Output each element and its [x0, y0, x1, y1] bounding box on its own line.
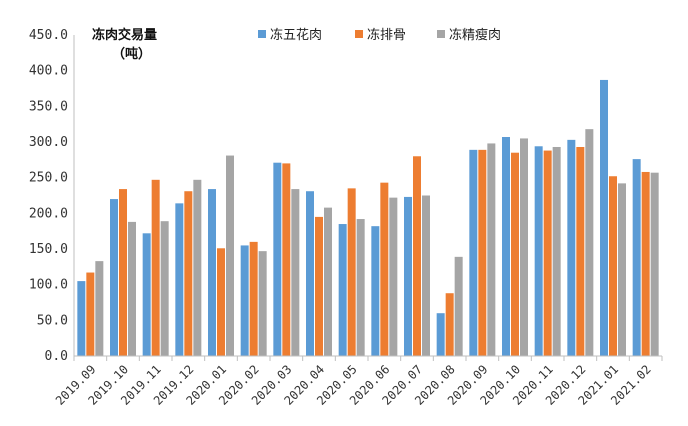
bar-3: [487, 143, 496, 356]
bar-3: [618, 183, 626, 356]
bar-1: [273, 162, 282, 356]
bar-1: [240, 245, 249, 356]
y-tick-label: 250.0: [29, 171, 68, 186]
bar-3: [520, 138, 528, 356]
bar-3: [585, 129, 594, 356]
y-tick-label: 200.0: [29, 206, 68, 221]
y-tick-label: 150.0: [29, 242, 68, 257]
bar-3: [422, 195, 430, 356]
bar-3: [650, 172, 659, 356]
bars: [77, 79, 659, 356]
bar-2: [282, 163, 291, 356]
bar-2: [609, 176, 617, 356]
bar-2: [445, 293, 454, 356]
bar-2: [641, 171, 650, 356]
y-axis-title-line1: 冻肉交易量: [92, 27, 157, 43]
y-axis-title-line2: （吨）: [112, 46, 151, 62]
bar-1: [175, 203, 184, 356]
bar-3: [95, 261, 104, 356]
y-axis-ticks: 0.0 50.0 100.0 150.0 200.0 250.0 300.0 350.0 400…: [29, 28, 68, 364]
y-tick-label: 0.0: [45, 349, 68, 364]
legend-label: 冻排骨: [367, 27, 406, 43]
y-tick-label: 300.0: [29, 135, 68, 150]
y-tick-label: 450.0: [29, 28, 68, 43]
bar-2: [249, 241, 258, 356]
bar-3: [193, 179, 202, 356]
bar-2: [478, 149, 487, 356]
bar-1: [306, 191, 314, 356]
legend-swatch: [258, 30, 266, 38]
bar-3: [454, 256, 463, 356]
legend-swatch: [437, 30, 445, 38]
legend-label: 冻五花肉: [270, 27, 322, 43]
bar-1: [567, 139, 576, 356]
bar-3: [389, 197, 398, 356]
bar-1: [600, 79, 608, 356]
bar-2: [217, 248, 225, 356]
bar-2: [380, 182, 389, 356]
bar-1: [502, 137, 510, 356]
bar-3: [128, 221, 136, 356]
bar-1: [404, 196, 412, 356]
bar-3: [291, 189, 300, 356]
bar-2: [511, 152, 519, 356]
bar-3: [356, 219, 365, 356]
legend: 冻五花肉 冻排骨 冻精瘦肉: [258, 27, 501, 43]
legend-label: 冻精瘦肉: [449, 27, 501, 43]
y-tick-label: 100.0: [29, 278, 68, 293]
bar-2: [543, 150, 552, 356]
bar-2: [119, 189, 127, 356]
bar-1: [371, 226, 380, 356]
bar-2: [184, 191, 193, 356]
bar-3: [552, 146, 561, 356]
bar-1: [534, 146, 543, 356]
bar-3: [258, 251, 267, 356]
bar-2: [347, 188, 356, 356]
y-tick-label: 350.0: [29, 99, 68, 114]
bar-2: [576, 146, 585, 356]
y-tick-label: 50.0: [37, 313, 68, 328]
bar-1: [338, 224, 347, 356]
bar-2: [151, 179, 160, 356]
legend-swatch: [355, 30, 363, 38]
y-tick-label: 400.0: [29, 64, 68, 79]
bar-1: [208, 189, 216, 356]
y-axis-title: 冻肉交易量 （吨）: [92, 27, 157, 62]
bar-2: [315, 216, 323, 356]
bar-3: [226, 155, 234, 356]
bar-1: [77, 281, 86, 356]
bar-1: [110, 199, 118, 356]
bar-2: [413, 156, 421, 356]
bar-1: [436, 313, 445, 356]
bar-3: [324, 207, 332, 356]
bar-1: [469, 149, 478, 356]
bar-1: [142, 233, 151, 356]
bar-2: [86, 272, 95, 356]
x-axis-ticks: 2019.092019.102019.112019.122020.012020.…: [53, 356, 663, 408]
bar-1: [632, 159, 641, 356]
bar-3: [160, 221, 169, 356]
